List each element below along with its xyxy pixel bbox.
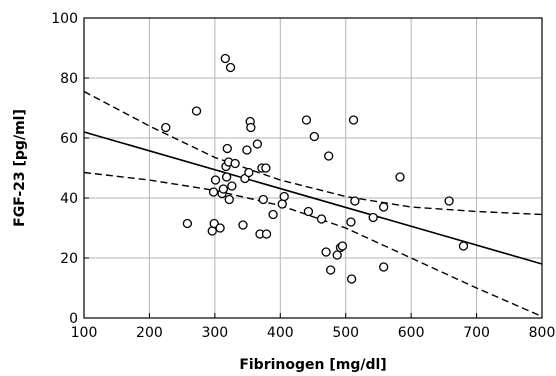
data-point	[215, 223, 225, 233]
data-point	[303, 206, 314, 217]
x-tick-label: 100	[71, 325, 98, 341]
y-tick-label: 0	[69, 311, 78, 327]
data-point	[368, 212, 378, 223]
data-point	[218, 184, 229, 194]
data-point	[350, 196, 360, 206]
data-point	[337, 241, 348, 251]
data-point	[238, 220, 248, 230]
data-point	[225, 62, 236, 73]
data-point	[161, 122, 171, 133]
x-tick-label: 700	[463, 325, 490, 341]
data-point	[346, 217, 356, 227]
data-point	[220, 53, 230, 64]
data-point	[246, 122, 256, 133]
data-point	[277, 199, 287, 209]
data-point	[316, 214, 327, 224]
data-point	[324, 151, 334, 161]
y-tick-label: 100	[51, 11, 78, 27]
x-tick-label: 600	[398, 325, 425, 341]
data-point	[395, 172, 405, 182]
data-point	[301, 115, 312, 125]
grid	[83, 17, 543, 319]
data-point	[252, 139, 263, 149]
data-point	[348, 115, 359, 125]
data-point	[268, 209, 278, 220]
data-point	[379, 262, 389, 272]
data-point	[224, 194, 234, 205]
data-point	[210, 175, 221, 185]
confidence-upper-line	[83, 90, 543, 216]
x-axis-title: Fibrinogen [mg/dl]	[239, 357, 386, 373]
y-tick-label: 80	[60, 71, 78, 87]
data-point	[208, 187, 219, 197]
data-point	[379, 202, 389, 212]
y-tick-label: 20	[60, 251, 78, 267]
data-point	[261, 163, 271, 173]
y-axis-title: FGF-23 [pg/ml]	[12, 109, 28, 227]
plot-frame	[83, 17, 543, 319]
x-tick-label: 300	[201, 325, 228, 341]
data-point	[227, 181, 237, 191]
data-point	[221, 172, 232, 182]
confidence-lower-line	[83, 171, 543, 318]
y-tick-label: 60	[60, 131, 78, 147]
data-point	[191, 106, 202, 116]
data-point	[444, 196, 454, 206]
data-point	[258, 194, 268, 205]
x-tick-label: 500	[332, 325, 359, 341]
data-point	[242, 145, 252, 155]
data-point	[261, 229, 272, 239]
data-point	[230, 158, 240, 169]
data-point	[346, 274, 357, 284]
data-point	[207, 226, 217, 236]
data-points	[161, 53, 469, 284]
data-point	[326, 265, 336, 275]
data-point	[309, 131, 319, 142]
data-point	[244, 167, 254, 178]
x-tick-label: 400	[267, 325, 294, 341]
data-point	[279, 191, 289, 202]
data-point	[182, 218, 193, 229]
y-tick-label: 40	[60, 191, 78, 207]
x-tick-label: 200	[136, 325, 163, 341]
data-point	[458, 241, 469, 251]
data-point	[321, 247, 331, 257]
x-tick-label: 800	[529, 325, 556, 341]
data-point	[222, 143, 232, 154]
data-point	[332, 250, 342, 260]
tick-labels: 100 200 300 400 500 600 700 800 0 20 40 60 80 100	[51, 11, 555, 341]
confidence-bands	[83, 90, 543, 318]
